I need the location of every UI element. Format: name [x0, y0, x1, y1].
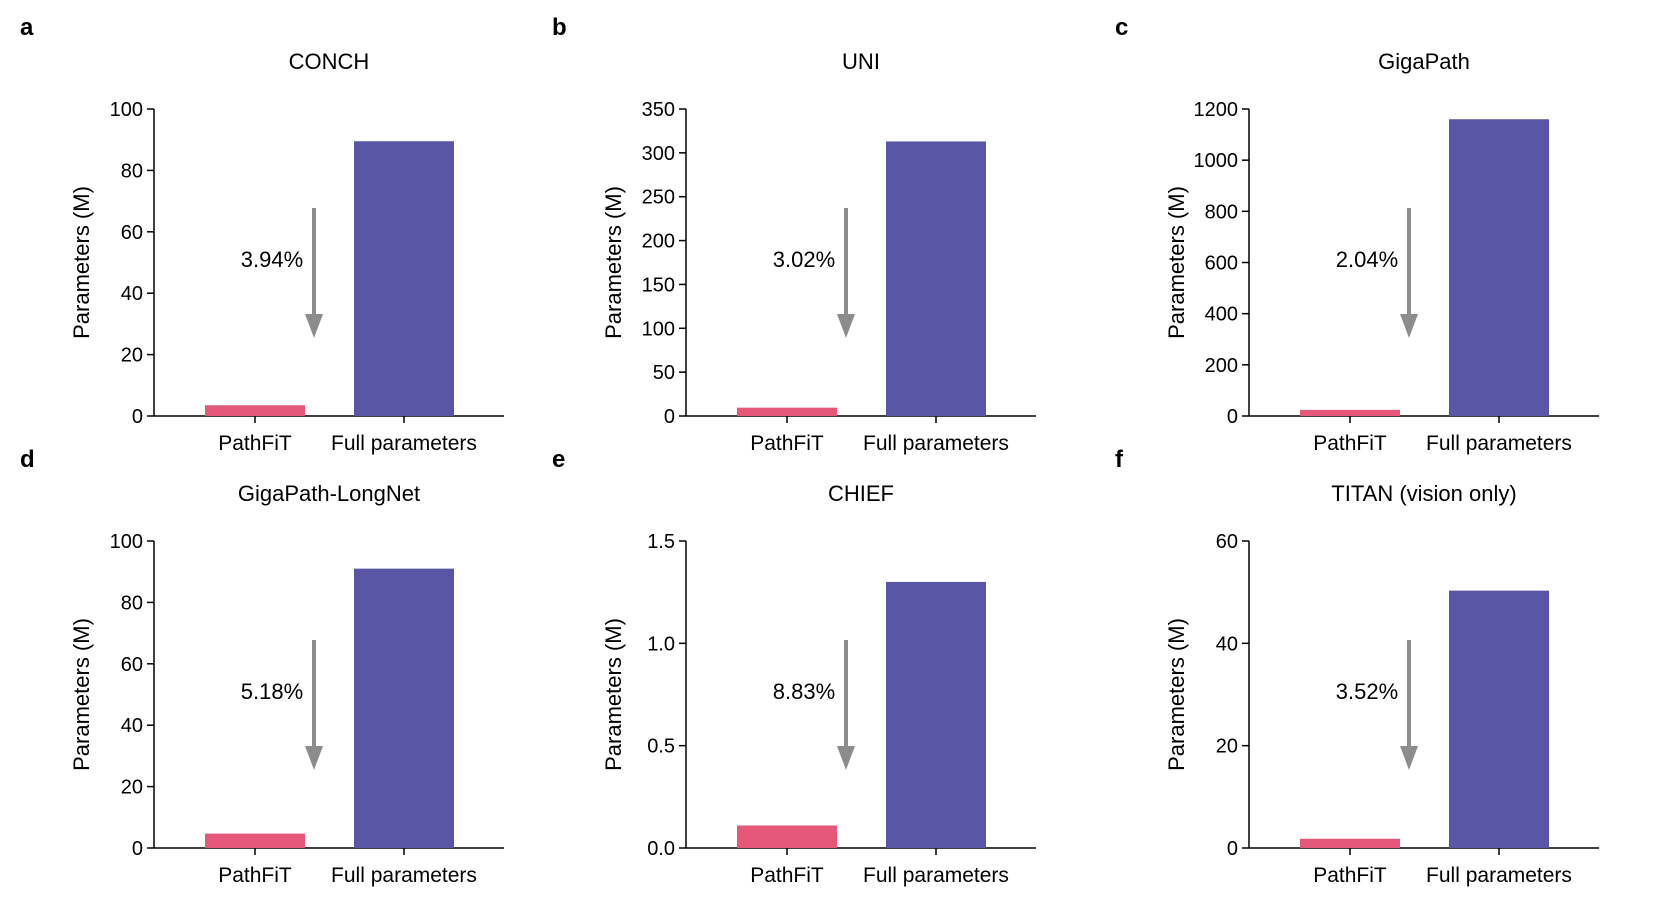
y-axis-label: Parameters (M) [601, 186, 626, 339]
x-tick-label: PathFiT [218, 432, 292, 455]
x-tick-label: Full parameters [863, 432, 1009, 455]
y-tick-label: 100 [110, 531, 143, 553]
y-tick-label: 400 [1205, 304, 1238, 326]
chart-title: CONCH [289, 49, 370, 74]
y-tick-label: 1.5 [647, 531, 675, 553]
panel-f: f TITAN (vision only) Parameters (M) 0 20 40 6… [1115, 446, 1599, 887]
y-tick-label: 20 [1216, 736, 1238, 758]
bar-pathfit [205, 405, 305, 416]
chart-title: TITAN (vision only) [1331, 481, 1516, 506]
y-tick-label: 200 [1205, 355, 1238, 377]
y-axis-label: Parameters (M) [601, 618, 626, 771]
y-tick-label: 1.0 [647, 633, 675, 655]
reduction-percent-label: 3.52% [1336, 679, 1398, 704]
x-tick-label: Full parameters [331, 432, 477, 455]
x-tick-label: PathFiT [1313, 864, 1387, 887]
chart-title: UNI [842, 49, 880, 74]
y-tick-label: 20 [121, 345, 143, 367]
reduction-percent-label: 2.04% [1336, 247, 1398, 272]
panel-b: b UNI Parameters (M) 0 50 100 150 200 250 300 350 P… [552, 14, 1036, 455]
panel-letter: c [1115, 14, 1128, 41]
y-tick-label: 0 [1227, 406, 1238, 428]
reduction-arrow-head [1400, 746, 1418, 770]
y-tick-label: 100 [110, 99, 143, 121]
panel-d: d GigaPath-LongNet Parameters (M) 0 20 40 60 80… [20, 446, 504, 887]
y-tick-label: 50 [653, 362, 675, 384]
x-tick-label: PathFiT [1313, 432, 1387, 455]
reduction-percent-label: 3.02% [773, 247, 835, 272]
y-tick-label: 800 [1205, 201, 1238, 223]
y-tick-label: 250 [642, 187, 675, 209]
y-tick-label: 100 [642, 318, 675, 340]
reduction-arrow-head [305, 314, 323, 338]
reduction-arrow-head [837, 746, 855, 770]
y-tick-label: 300 [642, 143, 675, 165]
y-tick-label: 600 [1205, 253, 1238, 275]
panel-a: a CONCH Parameters (M) 0 20 40 60 80 100 PathFiT F… [20, 14, 504, 455]
chart-title: CHIEF [828, 481, 894, 506]
panel-e: e CHIEF Parameters (M) 0.0 0.5 1.0 1.5 PathFiT F… [552, 446, 1036, 887]
bar-full-parameters [1449, 119, 1549, 416]
bar-full-parameters [886, 581, 986, 848]
y-tick-label: 80 [121, 160, 143, 182]
x-tick-label: Full parameters [1426, 432, 1572, 455]
x-tick-label: Full parameters [863, 864, 1009, 887]
y-tick-label: 40 [121, 283, 143, 305]
bar-full-parameters [354, 141, 454, 417]
y-tick-label: 40 [121, 715, 143, 737]
y-tick-label: 150 [642, 274, 675, 296]
y-tick-label: 0.0 [647, 838, 675, 860]
panel-letter: f [1115, 446, 1124, 473]
y-axis-label: Parameters (M) [1164, 618, 1189, 771]
x-tick-label: Full parameters [331, 864, 477, 887]
y-tick-label: 200 [642, 231, 675, 253]
reduction-arrow-head [837, 314, 855, 338]
panel-letter: a [20, 14, 34, 41]
bar-pathfit [737, 825, 837, 848]
y-tick-label: 0 [664, 406, 675, 428]
y-tick-label: 60 [1216, 531, 1238, 553]
y-tick-label: 0 [1227, 838, 1238, 860]
bar-full-parameters [1449, 590, 1549, 848]
reduction-arrow-head [1400, 314, 1418, 338]
reduction-percent-label: 5.18% [241, 679, 303, 704]
x-tick-label: PathFiT [750, 864, 824, 887]
reduction-arrow-head [305, 746, 323, 770]
y-axis-label: Parameters (M) [1164, 186, 1189, 339]
x-tick-label: PathFiT [750, 432, 824, 455]
bar-pathfit [1300, 409, 1400, 416]
reduction-percent-label: 8.83% [773, 679, 835, 704]
y-tick-label: 0.5 [647, 736, 675, 758]
chart-title: GigaPath-LongNet [238, 481, 420, 506]
bar-full-parameters [354, 568, 454, 848]
y-tick-label: 0 [132, 406, 143, 428]
panel-letter: e [552, 446, 565, 473]
y-tick-label: 1200 [1194, 99, 1239, 121]
y-tick-label: 40 [1216, 633, 1238, 655]
panel-letter: d [20, 446, 35, 473]
panel-c: c GigaPath Parameters (M) 0 200 400 600 800 1000… [1115, 14, 1599, 455]
y-axis-label: Parameters (M) [69, 618, 94, 771]
y-tick-label: 1000 [1194, 150, 1239, 172]
x-tick-label: PathFiT [218, 864, 292, 887]
y-tick-label: 350 [642, 99, 675, 121]
panel-letter: b [552, 14, 567, 41]
bar-pathfit [205, 833, 305, 848]
bar-full-parameters [886, 141, 986, 416]
x-tick-label: Full parameters [1426, 864, 1572, 887]
bar-pathfit [1300, 838, 1400, 848]
y-tick-label: 0 [132, 838, 143, 860]
chart-title: GigaPath [1378, 49, 1470, 74]
bar-pathfit [737, 407, 837, 416]
y-tick-label: 80 [121, 592, 143, 614]
y-tick-label: 20 [121, 777, 143, 799]
y-tick-label: 60 [121, 222, 143, 244]
y-tick-label: 60 [121, 654, 143, 676]
reduction-percent-label: 3.94% [241, 247, 303, 272]
y-axis-label: Parameters (M) [69, 186, 94, 339]
